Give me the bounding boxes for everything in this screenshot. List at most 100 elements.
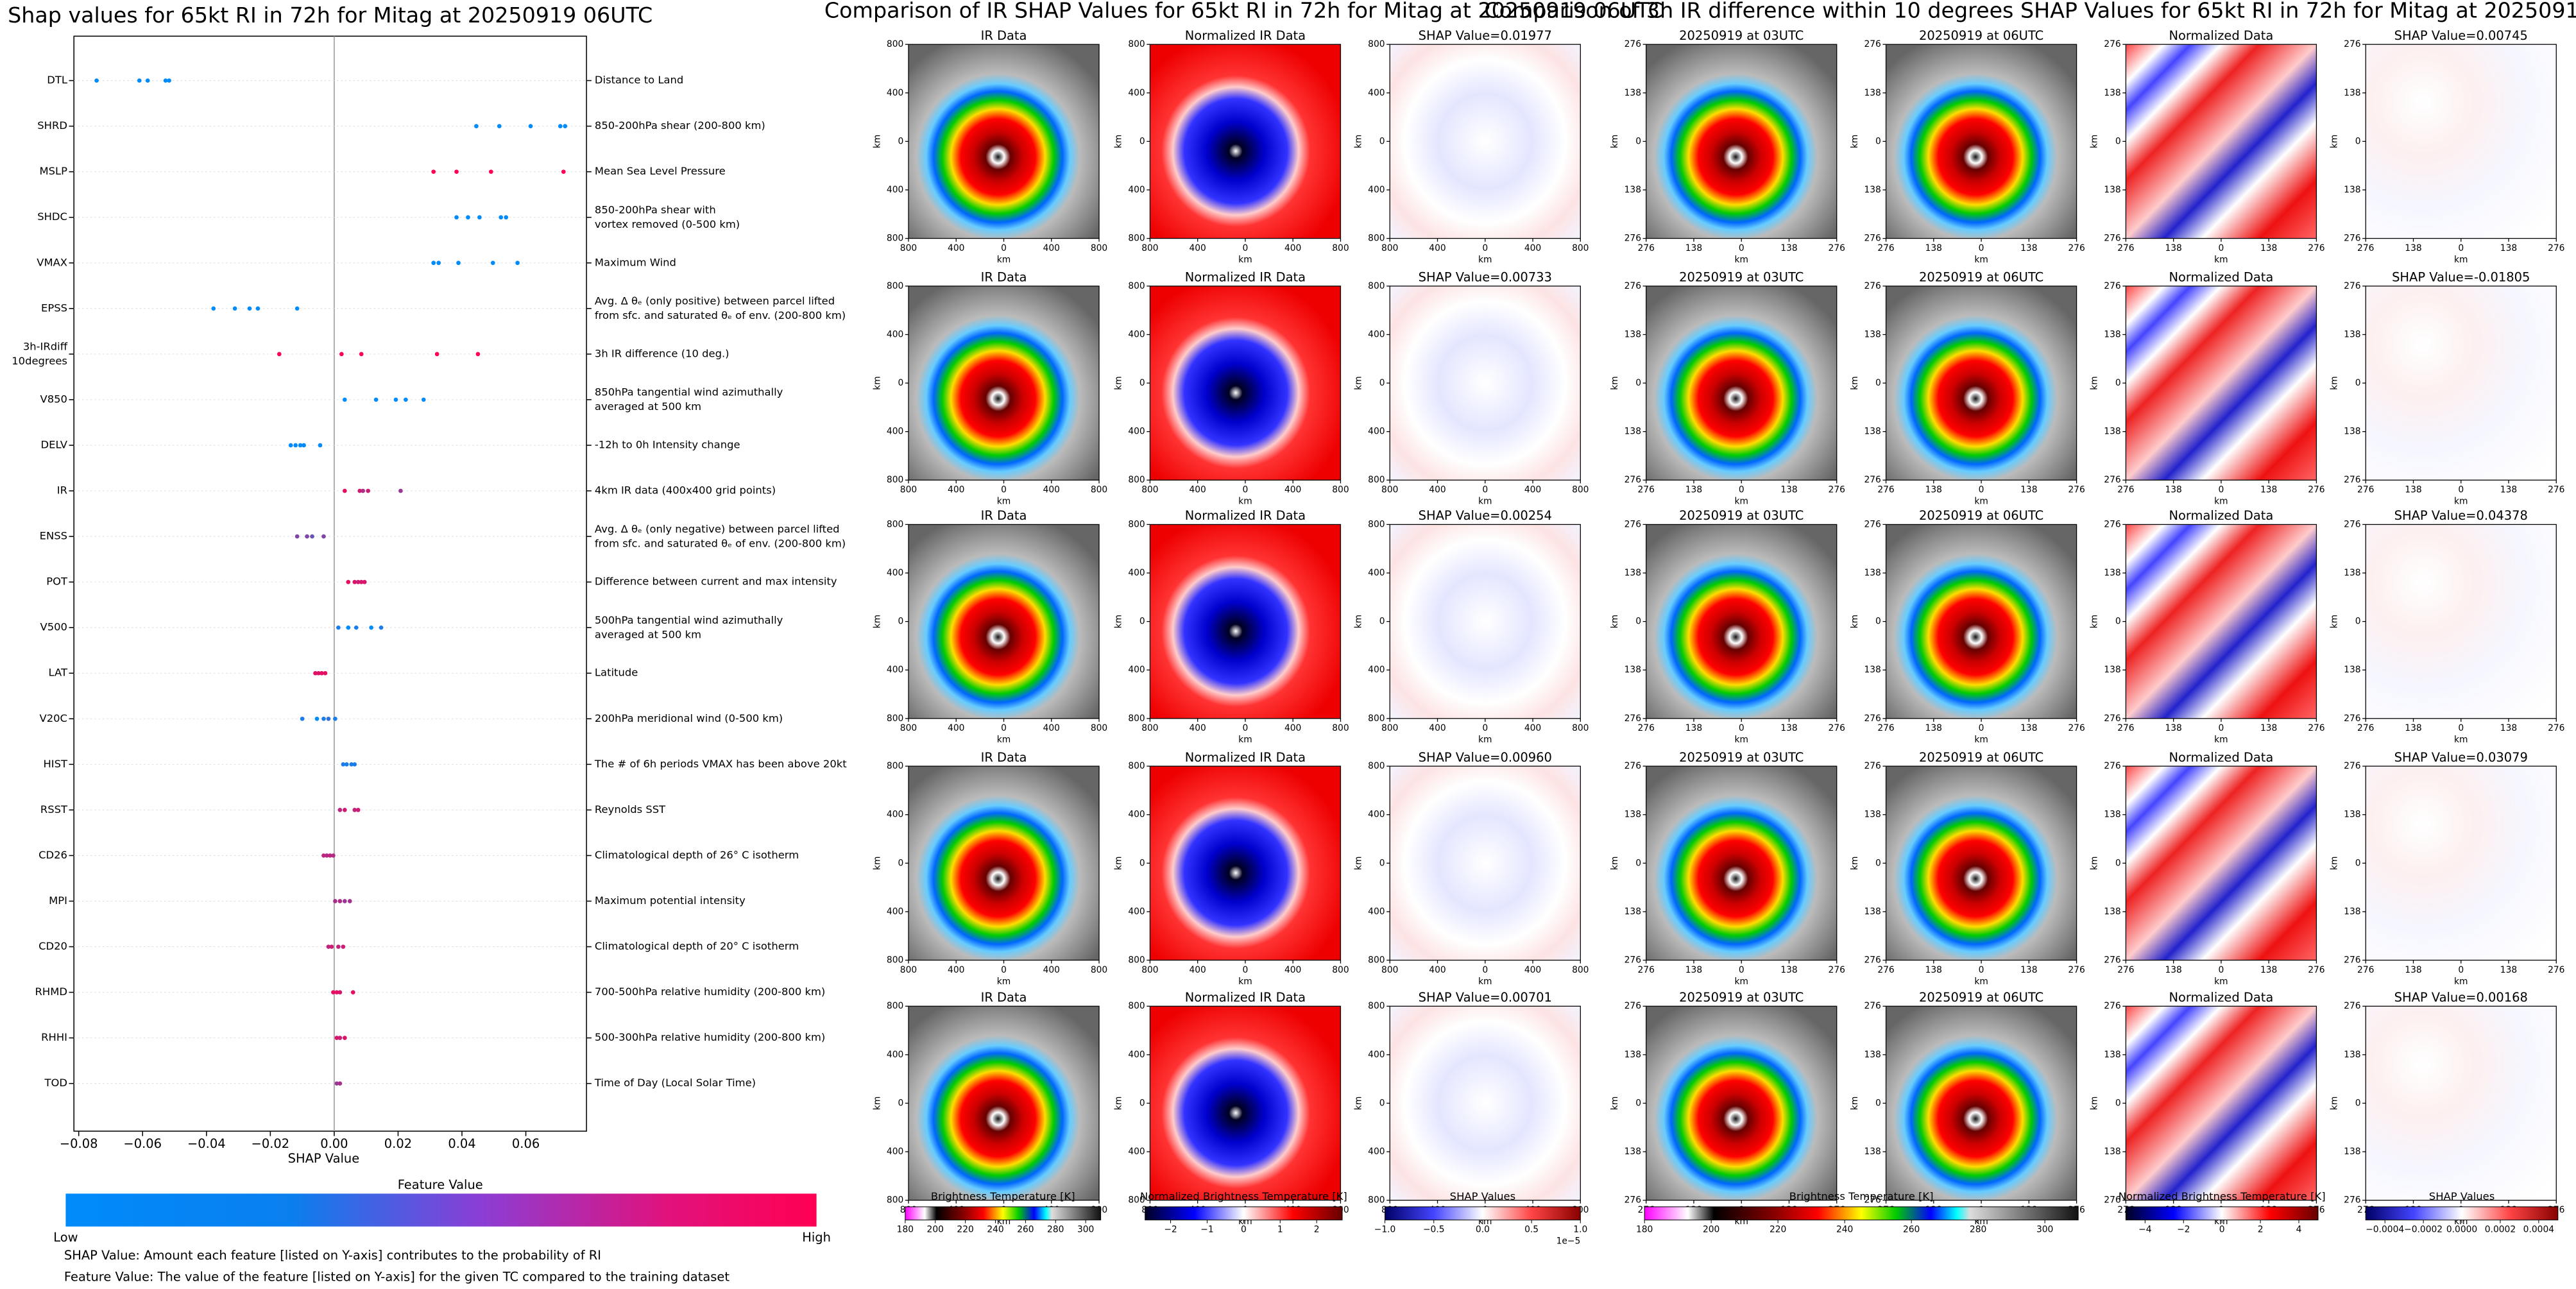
y-tick-label: 138	[2344, 907, 2360, 917]
shap-point	[163, 78, 168, 83]
x-tick-label: 800	[1091, 485, 1107, 495]
group-title: Comparison of IR SHAP Values for 65kt RI…	[824, 0, 1663, 22]
feature-name: MPI	[49, 894, 67, 907]
shap-point	[321, 534, 326, 539]
colorbar-tick-label: −1.0	[1374, 1225, 1396, 1235]
colorbar-tick-label: 200	[1703, 1225, 1719, 1235]
note: SHAP Value: Amount each feature [listed …	[64, 1248, 601, 1263]
shap-point	[331, 853, 336, 858]
y-tick-label: 138	[2104, 329, 2120, 339]
x-axis-label: km	[1478, 977, 1492, 987]
panel-image	[1646, 765, 1838, 961]
y-axis-label: km	[1114, 615, 1124, 628]
x-tick-label: 0.02	[384, 1136, 412, 1151]
shap-point	[341, 762, 346, 767]
x-tick-label: 0	[1482, 723, 1488, 733]
colorbar-tick-label: −0.5	[1423, 1225, 1445, 1235]
y-tick-label: 800	[887, 761, 903, 771]
y-axis-label: km	[1354, 376, 1364, 389]
shap-point	[421, 397, 426, 402]
x-tick-label: 800	[1141, 723, 1158, 733]
colorbar-tick-label: 2	[1314, 1225, 1320, 1235]
panel-image	[2125, 1005, 2317, 1201]
y-tick-label: 0	[1635, 617, 1641, 627]
y-tick-label: 800	[887, 39, 903, 49]
shap-point	[316, 670, 321, 676]
y-axis-label: km	[1850, 135, 1860, 148]
colorbar-tick-label: 0.0004	[2523, 1225, 2555, 1235]
shap-point	[474, 124, 479, 128]
shap-point	[354, 625, 359, 630]
x-axis-label: km	[1734, 255, 1748, 265]
x-tick-label: 800	[1141, 965, 1158, 975]
y-tick-label: 0	[898, 378, 904, 388]
x-axis-label: km	[2214, 735, 2228, 745]
y-tick-label: 400	[1128, 568, 1145, 578]
x-tick-label: 400	[1189, 723, 1206, 733]
x-tick-label: 138	[2405, 723, 2421, 733]
y-tick-label: 276	[1864, 761, 1881, 771]
y-tick-label: 276	[2104, 519, 2120, 529]
panel-image	[2125, 286, 2317, 481]
y-tick-label: 276	[2344, 519, 2360, 529]
shap-point	[337, 1081, 343, 1086]
shap-point	[145, 78, 150, 83]
shap-point	[475, 352, 481, 357]
x-tick-label: 800	[900, 723, 917, 733]
x-tick-label: 0	[2219, 485, 2224, 495]
panel-title: Normalized Data	[2169, 28, 2273, 43]
shap-point	[436, 260, 441, 266]
y-axis-label: km	[1850, 615, 1860, 628]
shap-point	[431, 169, 436, 174]
y-axis-label: km	[1850, 1097, 1860, 1110]
colorbar-tick-label: −4	[2138, 1225, 2152, 1235]
x-tick-label: 276	[1877, 723, 1894, 733]
shap-point	[477, 215, 482, 220]
y-tick-label: 276	[1625, 1001, 1641, 1011]
y-tick-label: 400	[1128, 427, 1145, 437]
panel-image	[2365, 524, 2557, 719]
panel-image	[908, 765, 1100, 961]
x-tick-label: 276	[1877, 243, 1894, 253]
x-tick-label: 138	[1780, 965, 1797, 975]
x-tick-label: −0.04	[187, 1136, 226, 1151]
y-tick-label: 138	[2104, 427, 2120, 437]
colorbar-high: High	[802, 1230, 831, 1245]
colorbar-tick-label: 220	[957, 1225, 973, 1235]
y-axis-label: km	[872, 376, 882, 389]
y-tick-label: 0	[2355, 858, 2361, 868]
x-tick-label: 138	[2020, 965, 2037, 975]
y-tick-label: 138	[2344, 88, 2360, 98]
x-tick-label: 0	[1739, 965, 1744, 975]
colorbar	[2125, 1206, 2319, 1220]
panel-title: SHAP Value=0.00733	[1419, 270, 1552, 285]
y-tick-label: 400	[1128, 185, 1145, 195]
panel-title: IR Data	[981, 990, 1027, 1005]
feature-description: -12h to 0h Intensity change	[595, 438, 740, 450]
x-tick-label: 400	[1524, 485, 1541, 495]
shap-point	[347, 899, 352, 903]
x-tick-label: 400	[1284, 723, 1301, 733]
y-tick-label: 276	[2344, 39, 2360, 49]
x-tick-label: 276	[2308, 485, 2324, 495]
panel-image	[908, 1005, 1100, 1201]
shap-point	[321, 853, 326, 858]
panel-image	[1646, 1005, 1838, 1201]
x-tick-label: 800	[1572, 243, 1589, 253]
x-tick-label: 0	[1739, 485, 1744, 495]
y-tick-label: 400	[1128, 1147, 1145, 1157]
y-tick-label: 0	[1379, 617, 1385, 627]
y-tick-label: 800	[887, 475, 903, 485]
y-tick-label: 276	[2104, 234, 2120, 244]
colorbar-tick-label: 260	[1903, 1225, 1920, 1235]
shap-point	[339, 352, 344, 357]
panel-image	[1389, 1005, 1581, 1201]
x-axis-label: km	[1238, 497, 1252, 507]
x-tick-label: 0	[2458, 965, 2464, 975]
x-axis-label: km	[997, 497, 1011, 507]
feature-name: CD26	[38, 849, 67, 861]
x-tick-label: 138	[2500, 723, 2517, 733]
panel-image	[2365, 765, 2557, 961]
shap-point	[337, 990, 343, 994]
shap-point	[515, 260, 520, 266]
